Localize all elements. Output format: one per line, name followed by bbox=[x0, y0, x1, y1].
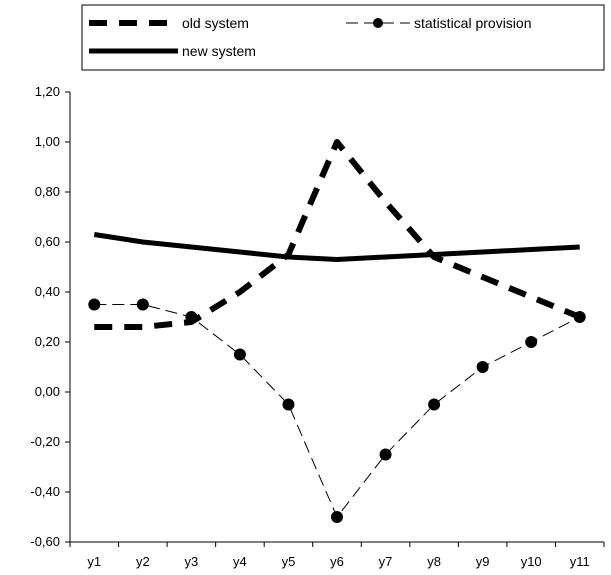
x-tick-label: y2 bbox=[136, 554, 150, 569]
y-tick-label: -0,40 bbox=[30, 484, 60, 499]
series-layer bbox=[88, 139, 586, 523]
data-point-statistical-provision bbox=[136, 298, 149, 311]
legend-marker-statistical-provision bbox=[373, 18, 383, 28]
y-tick-label: -0,60 bbox=[30, 534, 60, 549]
x-tick-label: y4 bbox=[233, 554, 247, 569]
data-point-statistical-provision bbox=[573, 311, 586, 323]
legend-frame bbox=[81, 4, 605, 71]
data-point-statistical-provision bbox=[379, 448, 392, 461]
data-point-statistical-provision bbox=[428, 398, 441, 411]
x-tick-label: y10 bbox=[521, 554, 542, 569]
y-tick-label: 0,60 bbox=[35, 234, 60, 249]
legend-label-new-system: new system bbox=[182, 43, 256, 59]
y-tick-label: 1,20 bbox=[35, 84, 60, 99]
y-tick-label: -0,20 bbox=[30, 434, 60, 449]
legend-item-new-system: new system bbox=[89, 43, 256, 59]
y-tick-label: 0,20 bbox=[35, 334, 60, 349]
data-point-statistical-provision bbox=[331, 511, 343, 523]
legend-item-statistical-provision: statistical provision bbox=[346, 15, 532, 31]
legend-label-statistical-provision: statistical provision bbox=[414, 15, 532, 31]
data-point-statistical-provision bbox=[525, 336, 538, 348]
x-tick-label: y1 bbox=[87, 554, 101, 569]
series-line-old-system bbox=[94, 139, 581, 330]
legend: old system statistical provision new sys… bbox=[81, 4, 605, 71]
legend-label-old-system: old system bbox=[182, 15, 249, 31]
x-tick-label: y5 bbox=[282, 554, 296, 569]
y-tick-label: 1,00 bbox=[35, 134, 60, 149]
x-tick-label: y7 bbox=[379, 554, 393, 569]
x-tick-label: y9 bbox=[476, 554, 490, 569]
data-point-statistical-provision bbox=[88, 298, 101, 311]
y-tick-label: 0,40 bbox=[35, 284, 60, 299]
legend-item-old-system: old system bbox=[89, 15, 249, 31]
series-line-new-system bbox=[93, 232, 580, 262]
y-tick-label: 0,80 bbox=[35, 184, 60, 199]
x-tick-label: y11 bbox=[570, 554, 590, 569]
x-tick-label: y3 bbox=[184, 554, 198, 569]
x-tick-label: y8 bbox=[427, 554, 441, 569]
x-ticks: y1 y2 y3 y4 y5 y6 y7 y8 y9 y10 y11 bbox=[69, 542, 605, 569]
data-point-statistical-provision bbox=[476, 361, 489, 373]
data-point-statistical-provision bbox=[185, 311, 198, 323]
y-tick-label: 0,00 bbox=[35, 384, 60, 399]
data-point-statistical-provision bbox=[233, 348, 246, 361]
y-ticks: -0,60 -0,40 -0,20 0,00 0,20 0,40 0,60 0,80 1,00 1… bbox=[30, 84, 70, 549]
data-point-statistical-provision bbox=[282, 398, 295, 411]
series-line-statistical-provision bbox=[94, 304, 580, 518]
x-tick-label: y6 bbox=[330, 554, 344, 569]
